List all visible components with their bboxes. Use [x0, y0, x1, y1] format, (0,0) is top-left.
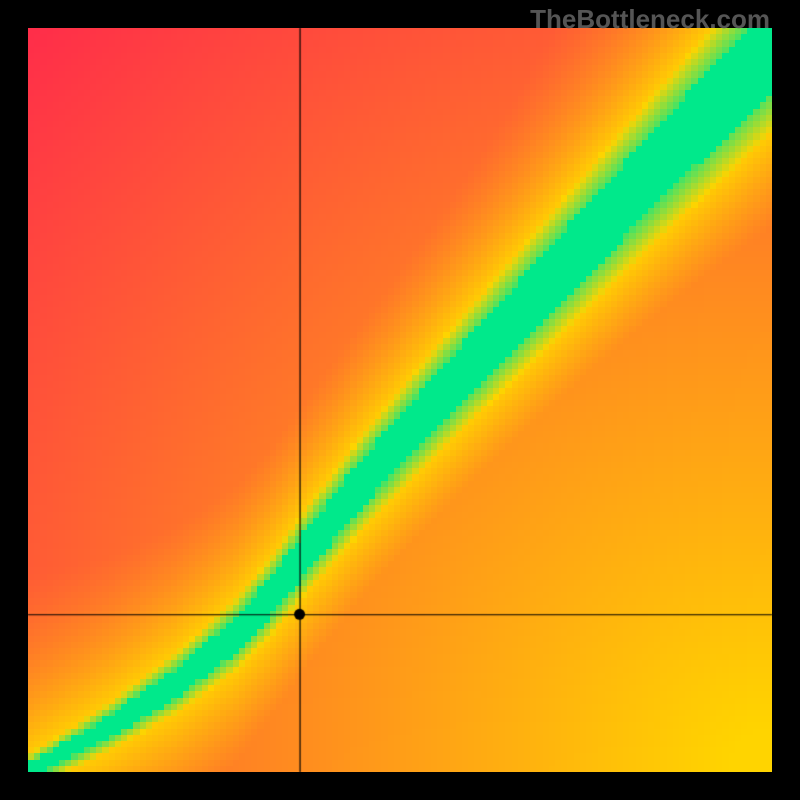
- heatmap-canvas: [28, 28, 772, 772]
- watermark-label: TheBottleneck.com: [530, 4, 770, 35]
- chart-container: TheBottleneck.com: [0, 0, 800, 800]
